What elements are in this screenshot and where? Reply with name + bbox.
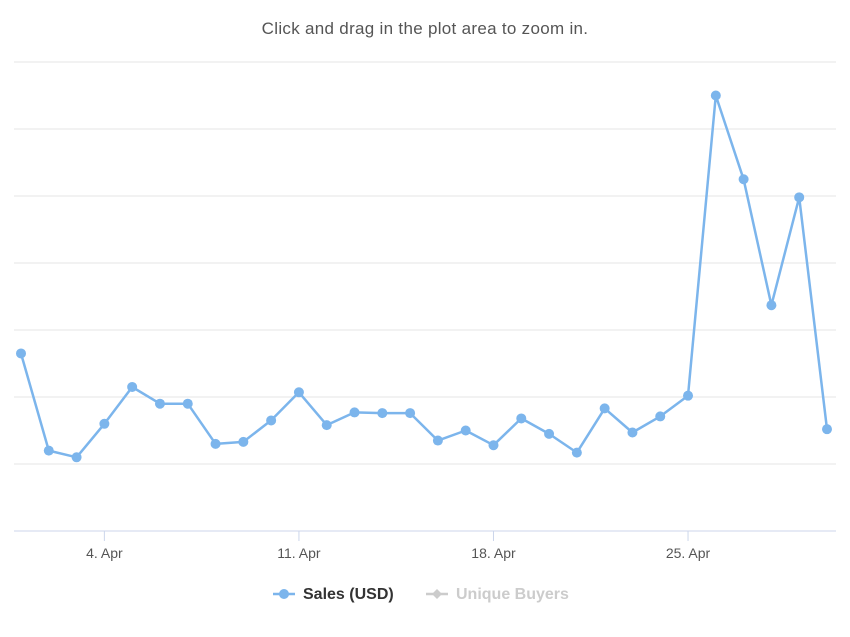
legend-symbol-marker bbox=[432, 589, 442, 599]
data-point[interactable] bbox=[627, 427, 638, 438]
legend[interactable]: Sales (USD) Unique Buyers bbox=[273, 586, 569, 603]
data-point[interactable] bbox=[99, 418, 110, 429]
series-layer[interactable] bbox=[16, 90, 832, 463]
chart-subtitle: Click and drag in the plot area to zoom … bbox=[262, 19, 589, 38]
data-point[interactable] bbox=[766, 300, 777, 311]
legend-symbol-marker bbox=[279, 589, 289, 599]
data-point[interactable] bbox=[822, 424, 832, 435]
data-point[interactable] bbox=[182, 398, 193, 409]
data-point[interactable] bbox=[16, 348, 26, 359]
data-point[interactable] bbox=[210, 438, 221, 449]
legend-item[interactable]: Unique Buyers bbox=[426, 586, 569, 603]
x-tick-label: 11. Apr bbox=[277, 545, 321, 561]
data-point[interactable] bbox=[43, 445, 54, 456]
legend-label: Unique Buyers bbox=[456, 586, 569, 603]
data-point[interactable] bbox=[599, 403, 610, 414]
data-point[interactable] bbox=[738, 174, 749, 185]
data-point[interactable] bbox=[544, 428, 555, 439]
legend-item[interactable]: Sales (USD) bbox=[273, 586, 394, 603]
data-point[interactable] bbox=[349, 407, 360, 418]
data-point[interactable] bbox=[238, 436, 249, 447]
x-tick-label: 4. Apr bbox=[86, 545, 123, 561]
x-axis: 4. Apr 11. Apr 18. Apr 25. Apr bbox=[86, 531, 711, 561]
data-point[interactable] bbox=[266, 415, 277, 426]
data-point[interactable] bbox=[432, 435, 443, 446]
data-point[interactable] bbox=[460, 425, 471, 436]
data-point[interactable] bbox=[154, 398, 165, 409]
data-point[interactable] bbox=[516, 413, 527, 424]
data-point[interactable] bbox=[488, 440, 499, 451]
data-point[interactable] bbox=[127, 381, 138, 392]
data-point[interactable] bbox=[655, 411, 666, 422]
data-point[interactable] bbox=[377, 408, 388, 419]
series-line-sales[interactable] bbox=[19, 94, 829, 459]
legend-label: Sales (USD) bbox=[303, 586, 394, 603]
x-tick-label: 18. Apr bbox=[471, 545, 516, 561]
data-point[interactable] bbox=[405, 408, 416, 419]
data-point[interactable] bbox=[571, 447, 582, 458]
data-point[interactable] bbox=[710, 90, 721, 101]
data-point[interactable] bbox=[683, 390, 694, 401]
data-point[interactable] bbox=[71, 452, 82, 463]
data-point[interactable] bbox=[321, 420, 332, 431]
x-tick-label: 25. Apr bbox=[666, 545, 711, 561]
data-point[interactable] bbox=[794, 192, 805, 203]
data-point[interactable] bbox=[293, 387, 304, 398]
